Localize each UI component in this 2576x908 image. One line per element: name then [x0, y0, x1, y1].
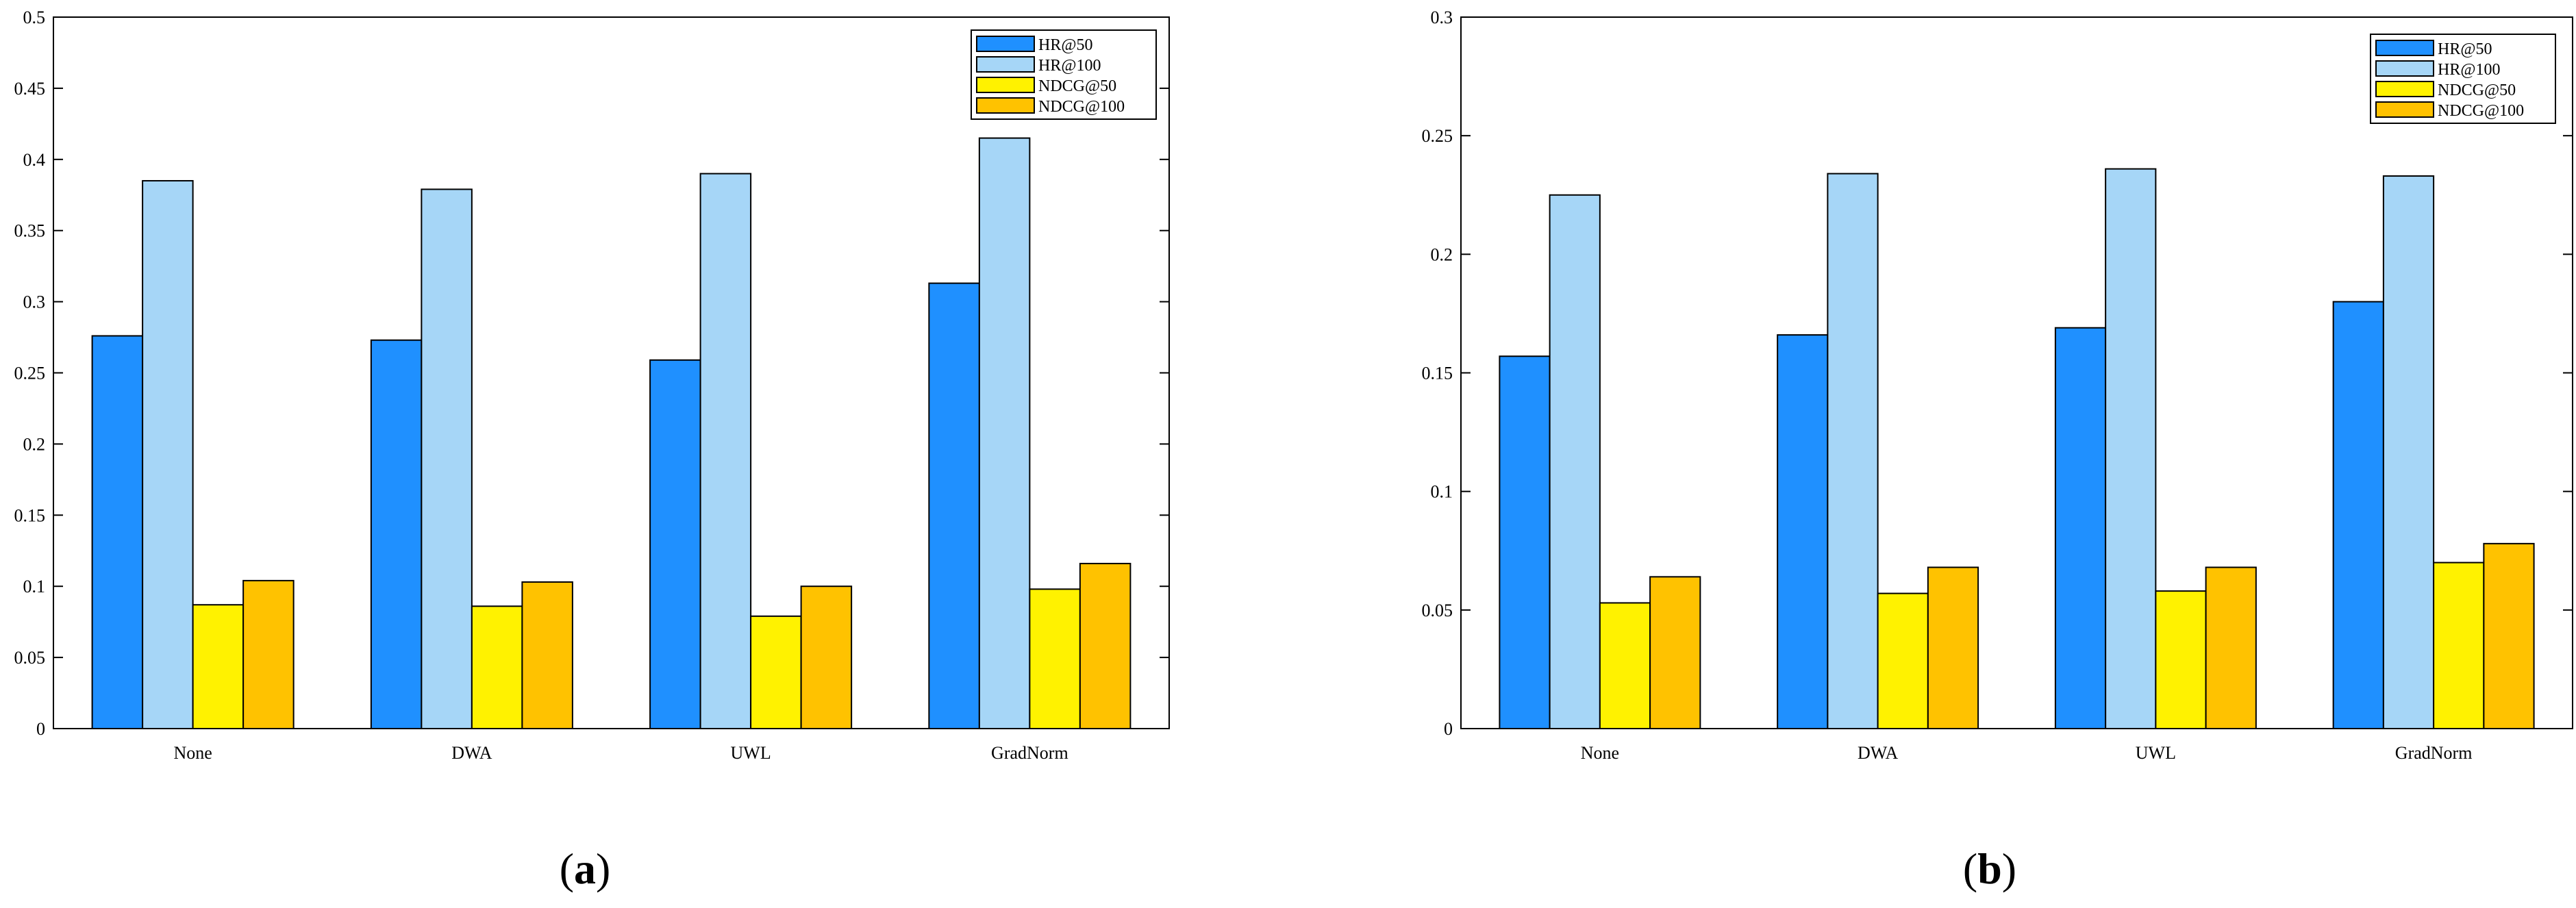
legend-swatch: [976, 56, 1035, 73]
x-tick-label: DWA: [1858, 743, 1898, 763]
legend-label: HR@100: [2438, 61, 2500, 79]
y-tick-label: 0.25: [1422, 126, 1453, 146]
legend-swatch: [2375, 101, 2434, 118]
bar-ndcg-100-dwa: [521, 581, 573, 729]
y-tick-label: 0.35: [14, 221, 46, 241]
legend-swatch: [2375, 40, 2434, 56]
y-tick-label: 0.3: [23, 292, 46, 312]
bar-hr-50-dwa: [1777, 334, 1829, 729]
y-tick-label: 0: [36, 719, 45, 739]
legend-label: HR@100: [1038, 57, 1101, 75]
bar-hr-100-none: [1549, 194, 1601, 729]
legend-label: NDCG@50: [2438, 81, 2516, 99]
y-tick-label: 0.25: [14, 364, 46, 383]
bar-ndcg-50-uwl: [750, 615, 802, 730]
bar-ndcg-100-uwl: [800, 585, 853, 730]
bar-ndcg-50-gradnorm: [2433, 562, 2485, 729]
x-tick-label: None: [1581, 743, 1619, 763]
bar-hr-100-gradnorm: [978, 137, 1031, 729]
bar-hr-50-gradnorm: [2332, 301, 2384, 730]
bar-hr-100-uwl: [2105, 168, 2157, 730]
y-tick-label: 0.1: [23, 577, 46, 596]
bar-ndcg-50-none: [192, 604, 245, 729]
y-tick-label: 0.5: [23, 8, 46, 27]
legend-swatch: [976, 97, 1035, 114]
legend-label: NDCG@100: [2438, 102, 2524, 120]
bar-ndcg-50-dwa: [471, 605, 523, 729]
y-tick-label: 0.3: [1431, 8, 1453, 27]
y-tick-label: 0.15: [14, 505, 46, 525]
bar-ndcg-100-dwa: [1927, 566, 1979, 730]
legend-label: NDCG@100: [1038, 98, 1125, 116]
bar-ndcg-100-gradnorm: [2483, 542, 2535, 729]
y-tick-label: 0: [1444, 719, 1453, 739]
bar-ndcg-100-gradnorm: [1079, 562, 1131, 730]
legend: HR@50 HR@100 NDCG@50 NDCG@100: [2370, 34, 2556, 124]
x-tick-label: GradNorm: [2395, 743, 2473, 763]
panel-letter: b: [1977, 844, 2002, 893]
y-tick-label: 0.05: [1422, 601, 1453, 620]
x-tick-label: GradNorm: [991, 743, 1068, 763]
chart-panel-b: 0 0.05 0.1 0.15 0.2 0.25 0.3 None DWA UWL GradNorm…: [1422, 8, 2573, 893]
panel-label: (a): [560, 844, 611, 893]
panel-letter: a: [574, 844, 596, 893]
bar-ndcg-100-uwl: [2205, 566, 2257, 730]
bar-ndcg-50-none: [1599, 602, 1651, 730]
legend: HR@50 HR@100 NDCG@50 NDCG@100: [971, 29, 1157, 120]
bar-hr-100-uwl: [699, 173, 752, 729]
panel-label: (b): [1963, 844, 2016, 893]
bar-ndcg-100-none: [242, 579, 295, 729]
y-tick-label: 0.2: [23, 434, 46, 454]
bar-ndcg-100-none: [1649, 576, 1701, 730]
bar-ndcg-50-gradnorm: [1029, 588, 1081, 730]
x-tick-label: DWA: [451, 743, 492, 763]
y-tick-label: 0.1: [1431, 482, 1453, 502]
bar-hr-100-gradnorm: [2382, 175, 2435, 729]
bar-hr-100-none: [142, 179, 194, 730]
bar-ndcg-50-uwl: [2155, 590, 2207, 729]
legend-label: HR@50: [2438, 40, 2492, 58]
chart-panel-a: 0 0.05 0.1 0.15 0.2 0.25 0.3 0.35 0.4 0.45 0.5 None…: [14, 8, 1170, 893]
legend-swatch: [2375, 81, 2434, 97]
y-tick-label: 0.4: [23, 150, 46, 170]
bar-hr-100-dwa: [421, 188, 473, 729]
x-tick-label: None: [173, 743, 212, 763]
y-tick-label: 0.45: [14, 79, 46, 99]
bar-hr-50-dwa: [370, 339, 423, 729]
bar-hr-50-uwl: [649, 359, 701, 729]
x-tick-label: UWL: [2136, 743, 2176, 763]
bar-hr-50-uwl: [2054, 327, 2107, 729]
legend-swatch: [2375, 60, 2434, 77]
bar-ndcg-50-dwa: [1877, 592, 1929, 730]
y-tick-label: 0.2: [1431, 244, 1453, 264]
y-tick-label: 0.05: [14, 648, 46, 668]
bar-hr-50-none: [91, 335, 144, 729]
bar-hr-50-none: [1499, 355, 1551, 729]
legend-label: HR@50: [1038, 36, 1092, 54]
legend-swatch: [976, 77, 1035, 93]
y-tick-label: 0.15: [1422, 364, 1453, 383]
legend-label: NDCG@50: [1038, 77, 1116, 95]
bar-hr-50-gradnorm: [928, 282, 980, 729]
legend-swatch: [976, 36, 1035, 52]
x-tick-label: UWL: [731, 743, 771, 763]
bar-hr-100-dwa: [1827, 173, 1879, 729]
